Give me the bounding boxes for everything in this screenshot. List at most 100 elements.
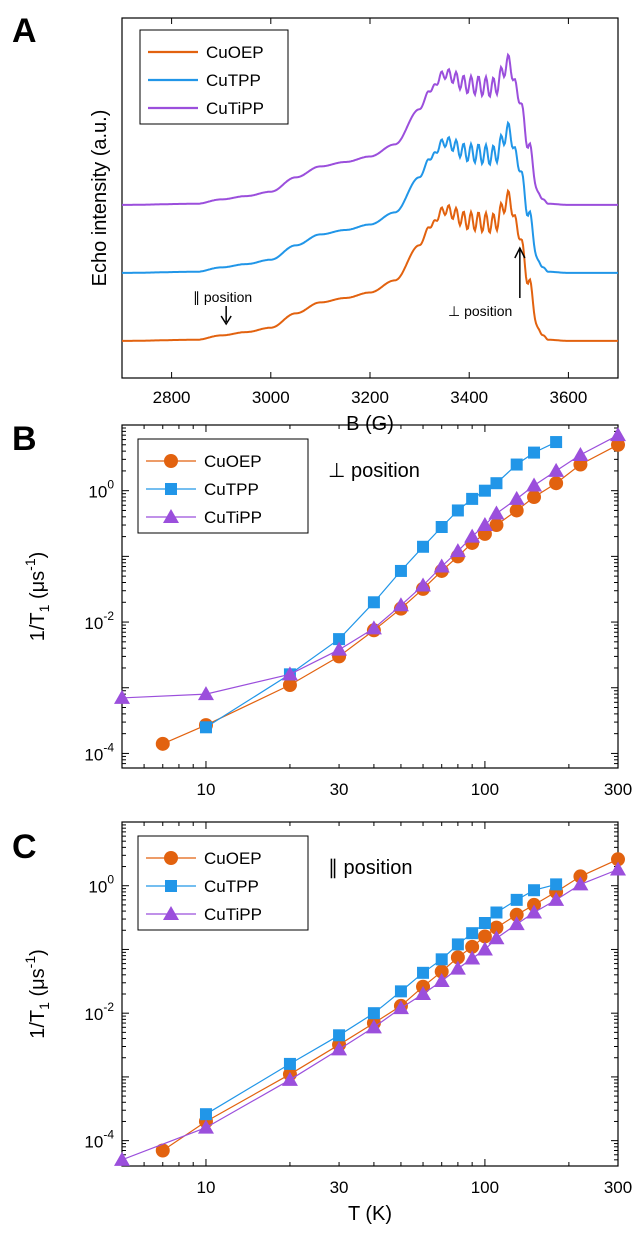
legend-label: CuTiPP xyxy=(206,99,264,118)
data-point xyxy=(451,504,464,517)
legend-marker xyxy=(165,880,177,892)
data-point xyxy=(415,986,432,1000)
data-point xyxy=(465,939,480,954)
legend-marker xyxy=(165,483,177,495)
data-point xyxy=(550,436,563,449)
panel-c-relaxation-parallel: 10 30 100 300 T (K) 10-4 10-2 100 1/T1 (μs-1) CuO… xyxy=(22,821,632,1225)
legend-marker xyxy=(164,851,178,865)
y-tick-label: 10-4 xyxy=(84,740,114,764)
data-point xyxy=(548,891,565,906)
y-tick-label: 100 xyxy=(88,478,114,502)
annotation-perpendicular: ⊥ position xyxy=(448,303,512,319)
legend: CuOEP CuTPP CuTiPP xyxy=(137,438,309,534)
data-point xyxy=(610,427,626,442)
data-point xyxy=(199,1108,212,1121)
y-tick-label: 10-2 xyxy=(84,1000,114,1024)
x-tick-label: 30 xyxy=(330,1178,349,1197)
data-point xyxy=(114,689,130,704)
data-point xyxy=(451,938,464,951)
panel-letter-c: C xyxy=(12,828,37,866)
x-tick-label: 3200 xyxy=(351,388,389,407)
legend-label: CuOEP xyxy=(204,849,262,868)
data-point xyxy=(509,503,524,518)
panel-letter-b: B xyxy=(12,420,37,458)
data-point xyxy=(450,950,465,965)
legend-label: CuOEP xyxy=(206,43,264,62)
legend-label: CuTPP xyxy=(204,877,259,896)
series-cutpp xyxy=(199,878,563,1121)
arrowhead xyxy=(220,315,232,326)
legend-label: CuTPP xyxy=(204,480,259,499)
legend-marker xyxy=(163,509,179,523)
data-point xyxy=(155,736,170,751)
data-point xyxy=(417,966,430,979)
data-point xyxy=(488,505,505,520)
data-point xyxy=(476,941,493,956)
data-point xyxy=(449,543,466,558)
series-cutipp xyxy=(114,861,626,1166)
data-point xyxy=(509,907,524,922)
legend-marker xyxy=(163,906,179,920)
data-point xyxy=(508,916,525,931)
data-point xyxy=(548,462,565,477)
data-point xyxy=(478,917,491,930)
data-point xyxy=(549,476,564,491)
x-tick-label: 10 xyxy=(197,780,216,799)
x-tick-label: 3000 xyxy=(252,388,290,407)
x-tick-label: 3400 xyxy=(450,388,488,407)
y-tick-label: 100 xyxy=(88,873,114,897)
data-point xyxy=(433,558,450,573)
data-point xyxy=(508,490,525,505)
panel-a-spectra: 2800 3000 3200 3400 3600 B (G) Echo intensity … xyxy=(89,17,619,435)
series-cutipp xyxy=(114,427,626,704)
data-point xyxy=(367,596,380,609)
data-point xyxy=(490,906,503,919)
data-point xyxy=(449,960,466,975)
data-point xyxy=(476,517,493,532)
data-point xyxy=(464,950,481,965)
data-point xyxy=(394,564,407,577)
arrowhead xyxy=(514,246,526,259)
legend-label: CuTPP xyxy=(206,71,261,90)
data-point xyxy=(333,1029,346,1042)
x-tick-label: 2800 xyxy=(153,388,191,407)
data-point xyxy=(528,884,541,897)
data-point xyxy=(114,1151,130,1166)
data-point xyxy=(333,633,346,646)
panel-letter-a: A xyxy=(12,12,37,50)
y-axis-label: 1/T1 (μs-1) xyxy=(22,552,52,642)
data-point xyxy=(572,446,589,461)
data-point xyxy=(392,1000,409,1015)
y-tick-label: 10-2 xyxy=(84,609,114,633)
y-axis-label: Echo intensity (a.u.) xyxy=(89,110,111,287)
x-tick-label: 30 xyxy=(330,780,349,799)
x-tick-label: 3600 xyxy=(549,388,587,407)
panel-b-relaxation-perp: 10 30 100 300 10-4 10-2 100 1/T1 (μs-1) CuOEP CuT… xyxy=(22,424,632,799)
data-point xyxy=(283,1057,296,1070)
annotation-parallel: ∥ position xyxy=(193,289,252,305)
legend-label: CuTiPP xyxy=(204,905,262,924)
data-point xyxy=(572,876,589,891)
data-point xyxy=(331,641,348,656)
data-point xyxy=(417,540,430,553)
data-point xyxy=(197,1119,214,1134)
data-point xyxy=(477,929,492,944)
x-tick-label: 100 xyxy=(471,780,499,799)
data-point xyxy=(610,861,626,876)
data-point xyxy=(392,597,409,612)
spectrum-line-cuoep xyxy=(122,188,618,342)
legend: CuOEP CuTPP CuTiPP xyxy=(137,835,309,931)
data-point xyxy=(466,927,479,940)
data-point xyxy=(611,437,625,452)
legend: CuOEP CuTPP CuTiPP xyxy=(139,29,289,125)
x-axis-label: B (G) xyxy=(346,413,394,435)
x-tick-label: 10 xyxy=(197,1178,216,1197)
data-point xyxy=(435,953,448,966)
data-point xyxy=(331,1041,348,1056)
data-point xyxy=(281,666,298,681)
data-point xyxy=(464,528,481,543)
x-axis-label: T (K) xyxy=(348,1203,392,1225)
y-axis-label: 1/T1 (μs-1) xyxy=(22,949,52,1039)
position-annotation: ⊥ position xyxy=(328,460,420,482)
